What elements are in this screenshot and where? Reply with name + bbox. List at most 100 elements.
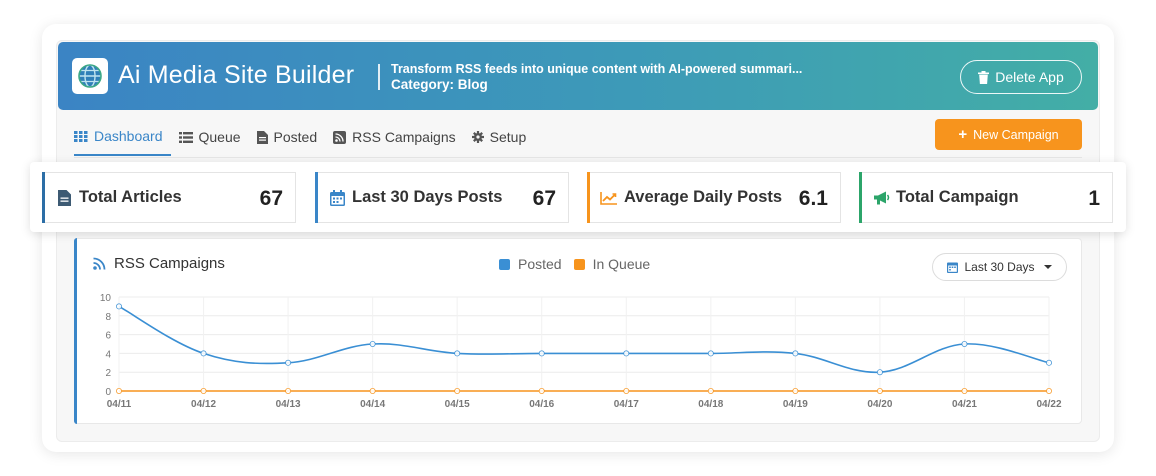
y-tick-label: 6 — [105, 331, 111, 342]
data-point — [961, 341, 968, 348]
legend-label: Posted — [518, 256, 562, 272]
legend-swatch — [499, 258, 510, 270]
series-line-posted — [118, 305, 1050, 374]
rss-icon — [93, 257, 106, 270]
x-tick-label: 04/21 — [952, 399, 977, 410]
data-point — [1046, 359, 1053, 366]
gear-icon — [471, 131, 484, 143]
stat-card-total-articles: Total Articles 67 — [42, 172, 296, 223]
legend-label: In Queue — [592, 256, 651, 272]
y-tick-label: 4 — [105, 349, 111, 360]
legend-swatch — [573, 258, 585, 270]
y-tick-label: 2 — [105, 368, 111, 379]
stat-label: Total Articles — [79, 188, 182, 206]
data-point — [285, 359, 292, 366]
chart-accent-bar — [74, 238, 77, 424]
x-tick-label: 04/15 — [445, 399, 470, 410]
tab-posted[interactable]: Posted — [256, 118, 326, 156]
plus-icon: + — [958, 126, 968, 143]
data-point — [369, 388, 376, 395]
app-subtitle: Transform RSS feeds into unique content … — [391, 62, 802, 92]
data-point — [623, 350, 630, 357]
calendar-icon — [947, 262, 959, 273]
rss-campaigns-chart-card: RSS Campaigns Posted In Queue Last 30 Da… — [74, 238, 1082, 424]
globe-icon — [78, 64, 102, 88]
y-tick-label: 0 — [105, 387, 111, 398]
y-tick-label: 8 — [105, 312, 111, 323]
legend-item-in-queue[interactable]: In Queue — [573, 256, 651, 272]
document-icon — [55, 189, 73, 206]
stat-value: 67 — [532, 187, 556, 210]
stat-card-total-campaign: Total Campaign 1 — [859, 172, 1113, 223]
x-tick-label: 04/17 — [614, 399, 639, 410]
stat-label: Average Daily Posts — [624, 188, 783, 206]
tab-rss-campaigns-label: RSS Campaigns — [352, 129, 456, 145]
x-tick-label: 04/14 — [360, 399, 385, 410]
x-tick-label: 04/19 — [783, 399, 808, 410]
date-range-dropdown[interactable]: Last 30 Days — [932, 253, 1067, 281]
stat-accent-bar — [859, 172, 862, 223]
stat-card-average-daily: Average Daily Posts 6.1 — [587, 172, 841, 223]
stat-value: 67 — [259, 187, 283, 210]
stat-label: Total Campaign — [896, 188, 1019, 206]
line-chart: 0 2 4 6 8 10 04/11 04/12 04/13 04/14 04/15 04/16 04/… — [100, 293, 1062, 410]
tab-rss-campaigns[interactable]: RSS Campaigns — [333, 118, 464, 156]
data-point — [200, 388, 207, 395]
trash-icon — [978, 70, 990, 84]
title-divider — [378, 64, 380, 90]
chart-legend: Posted In Queue — [499, 256, 650, 272]
new-campaign-button[interactable]: + New Campaign — [935, 119, 1082, 150]
date-range-label: Last 30 Days — [964, 260, 1035, 274]
stat-accent-bar — [42, 172, 45, 223]
tab-underline — [74, 157, 1082, 158]
data-point — [116, 303, 123, 310]
tab-posted-label: Posted — [273, 129, 318, 145]
app-header: Ai Media Site Builder Transform RSS feed… — [58, 42, 1098, 110]
list-icon — [178, 131, 193, 143]
legend-item-posted[interactable]: Posted — [499, 256, 562, 272]
tab-queue[interactable]: Queue — [178, 118, 249, 156]
x-tick-label: 04/16 — [529, 399, 554, 410]
rss-icon — [333, 130, 347, 144]
data-point — [961, 388, 968, 395]
x-tick-label: 04/13 — [276, 399, 301, 410]
data-point — [200, 350, 207, 357]
stat-label: Last 30 Days Posts — [352, 188, 503, 206]
app-logo — [72, 58, 108, 94]
data-point — [707, 350, 714, 357]
caret-down-icon — [1043, 265, 1052, 269]
data-point — [285, 388, 292, 395]
calendar-icon — [328, 189, 346, 206]
chart-title-label: RSS Campaigns — [114, 255, 225, 272]
data-point — [454, 388, 461, 395]
delete-app-label: Delete App — [995, 69, 1064, 85]
app-description: Transform RSS feeds into unique content … — [391, 62, 803, 76]
trend-icon — [600, 191, 618, 205]
data-point — [538, 388, 545, 395]
data-point — [876, 369, 883, 376]
data-point — [623, 388, 630, 395]
x-tick-label: 04/18 — [698, 399, 723, 410]
tab-dashboard[interactable]: Dashboard — [74, 118, 171, 156]
tab-bar: Dashboard Queue Posted RSS Campaigns — [74, 118, 542, 158]
tab-setup[interactable]: Setup — [471, 118, 535, 156]
data-point — [1046, 388, 1053, 395]
stat-accent-bar — [587, 172, 590, 223]
data-point — [792, 350, 799, 357]
stat-accent-bar — [315, 172, 318, 223]
x-tick-label: 04/12 — [191, 399, 216, 410]
data-point — [792, 388, 799, 395]
y-tick-label: 10 — [100, 293, 112, 304]
tab-dashboard-label: Dashboard — [94, 128, 163, 144]
megaphone-icon — [872, 191, 890, 205]
stat-card-last-30-days: Last 30 Days Posts 67 — [315, 172, 569, 223]
data-point — [707, 388, 714, 395]
x-tick-label: 04/20 — [867, 399, 892, 410]
x-tick-label: 04/22 — [1036, 399, 1061, 410]
stat-value: 1 — [1088, 187, 1100, 210]
delete-app-button[interactable]: Delete App — [960, 60, 1082, 94]
data-point — [116, 388, 123, 395]
tab-setup-label: Setup — [489, 129, 527, 145]
data-point — [876, 388, 883, 395]
data-point — [369, 341, 376, 348]
